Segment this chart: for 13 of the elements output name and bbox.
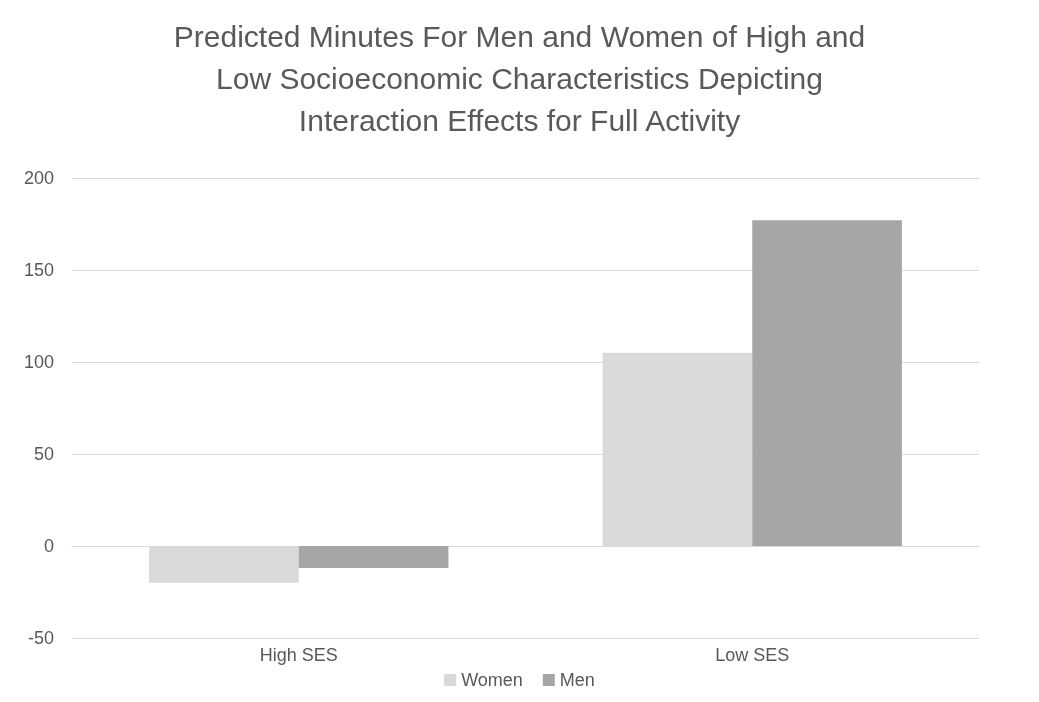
y-tick-label: -50	[27, 628, 54, 648]
y-tick-label: 0	[43, 536, 54, 556]
bar	[298, 546, 449, 569]
chart-title: Predicted Minutes For Men and Women of High and Low Socioeconomic Characteristics Depicting Interaction Effects for Full Activity	[173, 19, 866, 137]
y-tick-label: 100	[23, 352, 54, 372]
bar	[752, 220, 902, 546]
y-tick-label: 50	[33, 444, 54, 464]
y-tick-label: 150	[23, 260, 54, 280]
x-tick-label: High SES	[259, 645, 338, 665]
x-tick-label: Low SES	[715, 645, 790, 665]
legend-label: Women	[461, 670, 523, 690]
legend-label: Men	[559, 670, 595, 690]
y-tick-label: 200	[23, 168, 54, 188]
